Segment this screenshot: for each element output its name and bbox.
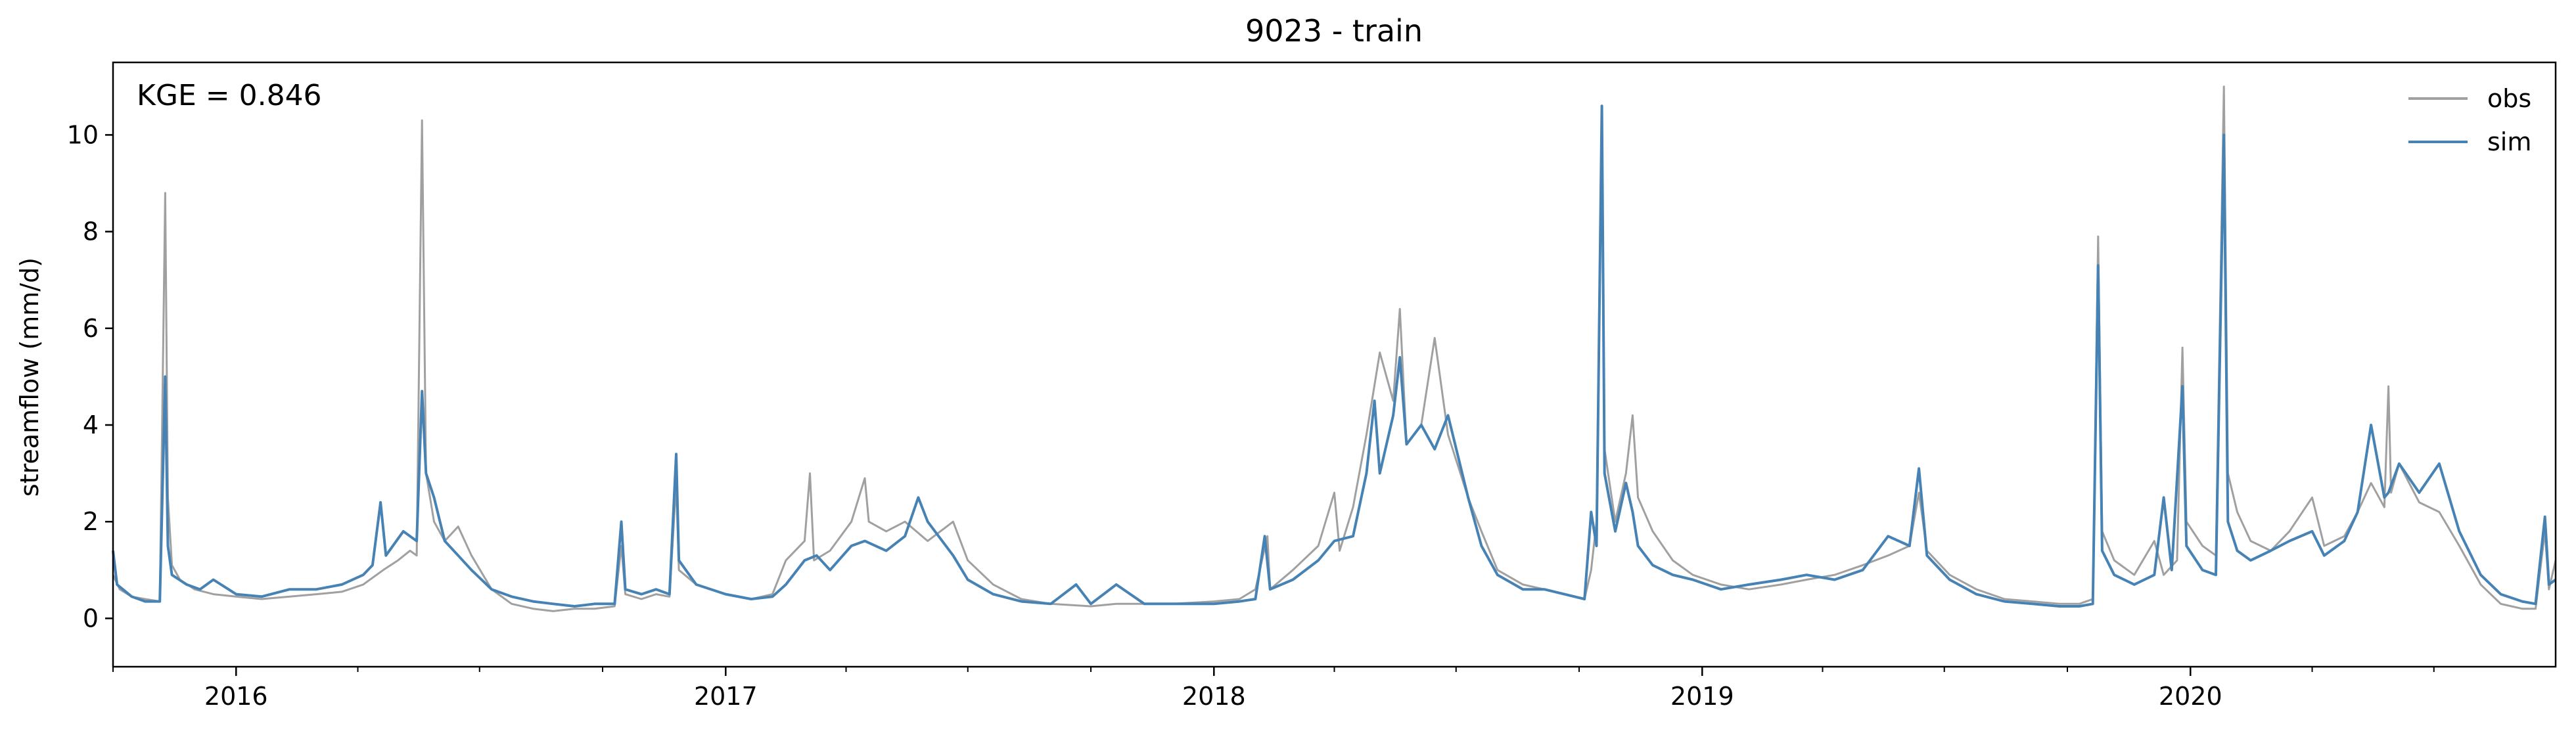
y-tick-label: 4 <box>83 411 99 439</box>
y-tick-label: 6 <box>83 314 99 343</box>
y-tick-label: 2 <box>83 507 99 536</box>
x-tick-label: 2019 <box>1670 682 1734 711</box>
legend: obs sim <box>2408 84 2531 156</box>
x-tick-label: 2018 <box>1182 682 1246 711</box>
plot-area: 0 2 4 6 8 10 2016 2017 2018 2019 2020 <box>67 85 2557 711</box>
x-tick-label: 2020 <box>2159 682 2222 711</box>
x-tick-label: 2016 <box>204 682 268 711</box>
y-tick-label: 0 <box>83 604 99 633</box>
kge-annotation: KGE = 0.846 <box>137 79 322 112</box>
legend-label-obs: obs <box>2487 84 2531 113</box>
plot-frame <box>112 61 2557 668</box>
y-tick-label: 8 <box>83 217 99 246</box>
series-line-sim <box>112 104 2557 608</box>
x-tick-label: 2017 <box>694 682 758 711</box>
series-line-obs <box>112 85 2557 612</box>
y-tick-label: 10 <box>67 120 99 149</box>
legend-label-sim: sim <box>2487 127 2531 156</box>
chart-title: 9023 - train <box>1245 13 1423 49</box>
y-axis-label: streamflow (mm/d) <box>15 257 44 497</box>
